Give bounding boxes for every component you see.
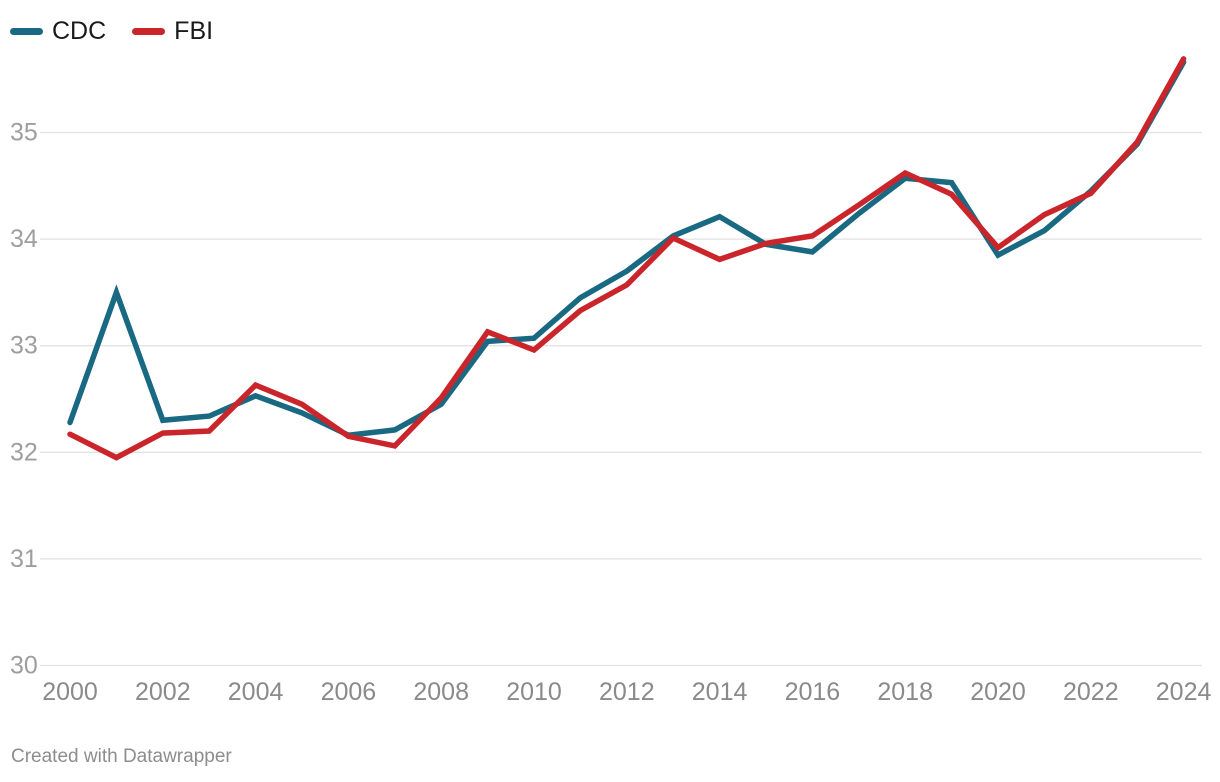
x-tick-label: 2012 — [599, 678, 655, 706]
fbi-line-swatch — [132, 27, 166, 35]
x-tick-label: 2006 — [321, 678, 377, 706]
legend-item-cdc: CDC — [10, 17, 106, 45]
legend-label-cdc: CDC — [52, 17, 107, 45]
y-tick-label: 30 — [10, 652, 38, 680]
y-tick-label: 33 — [10, 332, 38, 360]
y-tick-label: 34 — [10, 225, 38, 253]
x-tick-label: 2024 — [1156, 678, 1212, 706]
x-tick-label: 2000 — [42, 678, 98, 706]
datawrapper-credit-link[interactable]: Created with Datawrapper — [11, 746, 232, 767]
x-tick-label: 2002 — [135, 678, 191, 706]
x-tick-label: 2008 — [413, 678, 469, 706]
x-tick-label: 2018 — [877, 678, 933, 706]
cdc-line-swatch — [10, 27, 43, 35]
plot-area: 30 31 32 33 34 35 2000 2002 2004 2006 2008 2010 2012… — [10, 56, 1212, 706]
x-tick-label: 2010 — [506, 678, 562, 706]
x-tick-label: 2022 — [1063, 678, 1119, 706]
y-tick-label: 31 — [10, 545, 38, 573]
y-tick-label: 35 — [10, 119, 38, 147]
x-tick-label: 2020 — [970, 678, 1026, 706]
x-tick-label: 2004 — [228, 678, 284, 706]
cdc-line — [67, 59, 1187, 439]
x-tick-label: 2014 — [692, 678, 748, 706]
chart-legend: CDC FBI — [10, 17, 213, 45]
legend-item-fbi: FBI — [132, 17, 213, 45]
fbi-line — [67, 56, 1187, 461]
legend-label-fbi: FBI — [174, 17, 214, 45]
y-tick-label: 32 — [10, 438, 38, 466]
x-tick-label: 2016 — [785, 678, 841, 706]
